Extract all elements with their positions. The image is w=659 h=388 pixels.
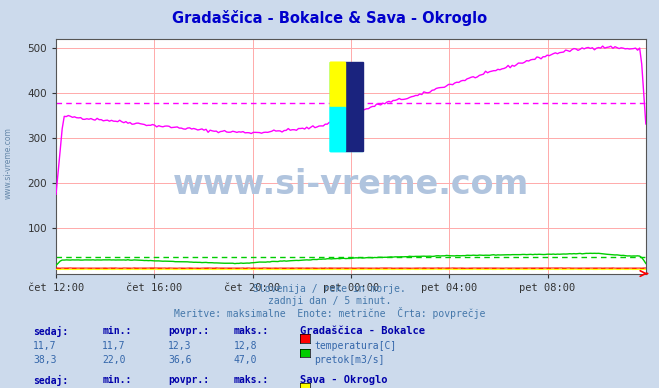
Text: min.:: min.: [102,326,132,336]
Text: 12,8: 12,8 [234,341,258,351]
Polygon shape [330,62,362,151]
Text: 11,7: 11,7 [102,341,126,351]
Text: Sava - Okroglo: Sava - Okroglo [300,375,387,385]
Text: povpr.:: povpr.: [168,375,209,385]
Text: povpr.:: povpr.: [168,326,209,336]
Text: 47,0: 47,0 [234,355,258,365]
Text: sedaj:: sedaj: [33,375,68,386]
Text: 22,0: 22,0 [102,355,126,365]
Text: sedaj:: sedaj: [33,326,68,337]
Polygon shape [330,107,345,151]
Text: www.si-vreme.com: www.si-vreme.com [173,168,529,201]
Text: pretok[m3/s]: pretok[m3/s] [314,355,385,365]
Text: 36,6: 36,6 [168,355,192,365]
Text: www.si-vreme.com: www.si-vreme.com [4,127,13,199]
Polygon shape [345,62,362,151]
Text: zadnji dan / 5 minut.: zadnji dan / 5 minut. [268,296,391,306]
Polygon shape [330,107,345,151]
Text: 11,7: 11,7 [33,341,57,351]
Text: Slovenija / reke in morje.: Slovenija / reke in morje. [253,284,406,294]
Text: temperatura[C]: temperatura[C] [314,341,397,351]
Text: 12,3: 12,3 [168,341,192,351]
Text: 38,3: 38,3 [33,355,57,365]
Text: maks.:: maks.: [234,326,269,336]
Text: Gradaščica - Bokalce & Sava - Okroglo: Gradaščica - Bokalce & Sava - Okroglo [172,10,487,26]
Polygon shape [330,62,345,107]
Text: Gradaščica - Bokalce: Gradaščica - Bokalce [300,326,425,336]
Text: Meritve: maksimalne  Enote: metrične  Črta: povprečje: Meritve: maksimalne Enote: metrične Črta… [174,307,485,319]
Text: min.:: min.: [102,375,132,385]
Polygon shape [330,62,345,107]
Text: maks.:: maks.: [234,375,269,385]
